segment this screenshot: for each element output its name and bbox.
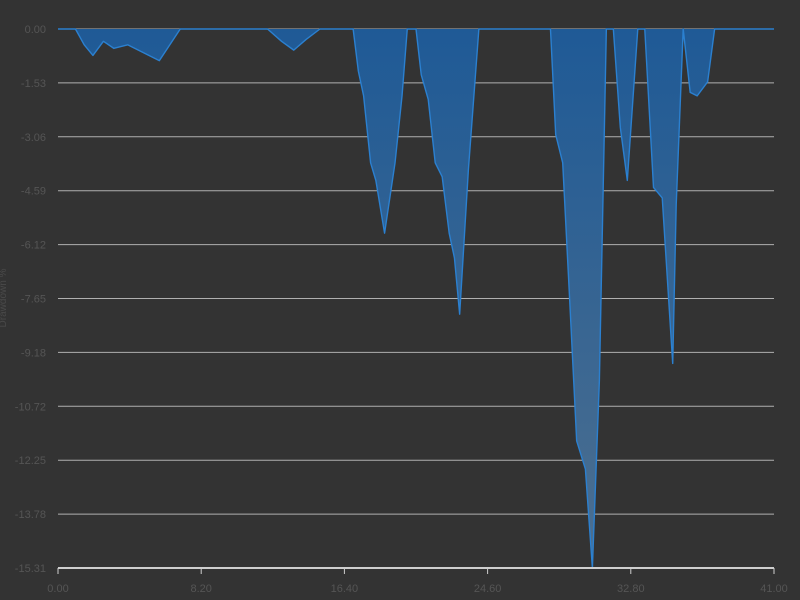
y-tick-label: -13.78 xyxy=(15,509,46,521)
x-tick-label: 8.20 xyxy=(190,583,211,595)
y-axis-title: Drawdown % xyxy=(0,268,9,327)
y-tick-label: -4.59 xyxy=(21,186,46,198)
drawdown-line xyxy=(58,28,774,569)
grid-lines xyxy=(58,28,774,515)
y-tick-label: -3.06 xyxy=(21,132,46,144)
y-tick-label: -15.31 xyxy=(15,563,46,575)
y-tick-label: -12.25 xyxy=(15,455,46,467)
x-tick-label: 16.40 xyxy=(331,583,359,595)
x-tick-label: 41.00 xyxy=(760,583,788,595)
x-tick-label: 0.00 xyxy=(47,583,68,595)
y-tick-label: -10.72 xyxy=(15,401,46,413)
x-tick-label: 32.80 xyxy=(617,583,645,595)
y-tick-label: -9.18 xyxy=(21,347,46,359)
x-tick-label: 24.60 xyxy=(474,583,502,595)
tick-labels: 0.00 -1.53 -3.06 -4.59 -6.12 -7.65 -9.18 -10.72… xyxy=(15,24,788,595)
y-tick-label: -1.53 xyxy=(21,78,46,90)
axes xyxy=(57,567,775,574)
y-tick-label: 0.00 xyxy=(25,24,46,36)
area-series xyxy=(58,28,774,569)
y-tick-label: -6.12 xyxy=(21,240,46,252)
drawdown-area xyxy=(58,29,774,568)
y-tick-label: -7.65 xyxy=(21,294,46,306)
